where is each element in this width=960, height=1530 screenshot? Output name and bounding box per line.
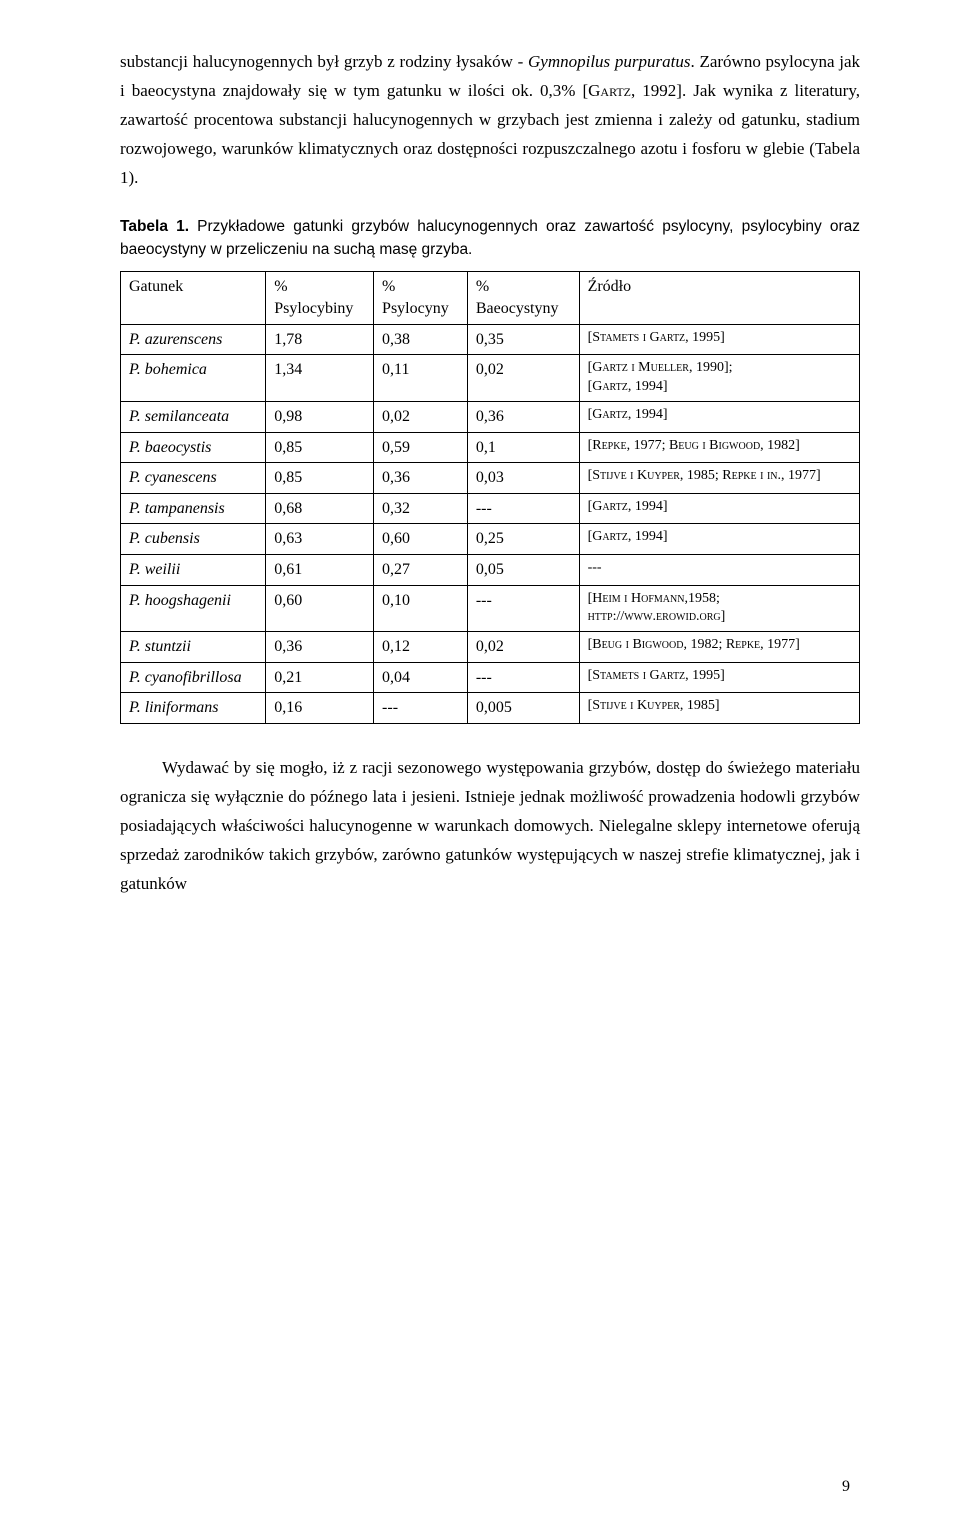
cell-source: --- bbox=[579, 554, 859, 585]
source-line1: [Gartz i Mueller, 1990]; bbox=[588, 360, 733, 375]
p1-species: Gymnopilus purpuratus bbox=[528, 52, 690, 71]
col-gatunek: Gatunek bbox=[121, 272, 266, 324]
cell-value: 0,60 bbox=[374, 524, 468, 555]
table-row: P. tampanensis 0,68 0,32 --- [Gartz, 199… bbox=[121, 493, 860, 524]
percent-label: % bbox=[274, 278, 287, 295]
psylocyny-label: Psylocyny bbox=[382, 300, 449, 317]
percent-label: % bbox=[382, 278, 395, 295]
cell-value: 0,02 bbox=[467, 632, 579, 663]
cell-source: [Gartz, 1994] bbox=[579, 401, 859, 432]
cell-value: 0,05 bbox=[467, 554, 579, 585]
cell-value: 0,85 bbox=[266, 463, 374, 494]
cell-species: P. liniformans bbox=[121, 693, 266, 724]
cell-value: 0,35 bbox=[467, 324, 579, 355]
cell-source: [Gartz, 1994] bbox=[579, 524, 859, 555]
cell-source: [Stijve i Kuyper, 1985; Repke i in., 197… bbox=[579, 463, 859, 494]
cell-species: P. weilii bbox=[121, 554, 266, 585]
psylocybiny-label: Psylocybiny bbox=[274, 300, 353, 317]
cell-value: 0,36 bbox=[467, 401, 579, 432]
cell-value: 0,68 bbox=[266, 493, 374, 524]
cell-source: [Stamets i Gartz, 1995] bbox=[579, 324, 859, 355]
table-header-row: Gatunek % Psylocybiny % Psylocyny % Baeo… bbox=[121, 272, 860, 324]
paragraph-1: substancji halucynogennych był grzyb z r… bbox=[120, 48, 860, 192]
cell-value: 0,59 bbox=[374, 432, 468, 463]
page: substancji halucynogennych był grzyb z r… bbox=[0, 0, 960, 1530]
cell-value: 0,85 bbox=[266, 432, 374, 463]
cell-source: [Stijve i Kuyper, 1985] bbox=[579, 693, 859, 724]
table-row: P. cyanescens 0,85 0,36 0,03 [Stijve i K… bbox=[121, 463, 860, 494]
baeocystyny-label: Baeocystyny bbox=[476, 300, 559, 317]
cell-value: 0,21 bbox=[266, 662, 374, 693]
cell-source: [Beug i Bigwood, 1982; Repke, 1977] bbox=[579, 632, 859, 663]
table-row: P. stuntzii 0,36 0,12 0,02 [Beug i Bigwo… bbox=[121, 632, 860, 663]
cell-species: P. baeocystis bbox=[121, 432, 266, 463]
table-row: P. weilii 0,61 0,27 0,05 --- bbox=[121, 554, 860, 585]
cell-source: [Gartz i Mueller, 1990]; [Gartz, 1994] bbox=[579, 355, 859, 402]
table-row: P. bohemica 1,34 0,11 0,02 [Gartz i Muel… bbox=[121, 355, 860, 402]
caption-label: Tabela 1. bbox=[120, 218, 189, 235]
table-row: P. cyanofibrillosa 0,21 0,04 --- [Stamet… bbox=[121, 662, 860, 693]
cell-value: 0,36 bbox=[374, 463, 468, 494]
cell-value: 0,10 bbox=[374, 585, 468, 632]
cell-value: 0,61 bbox=[266, 554, 374, 585]
cell-value: 0,25 bbox=[467, 524, 579, 555]
paragraph-2: Wydawać by się mogło, iż z racji sezonow… bbox=[120, 754, 860, 898]
cell-species: P. cyanescens bbox=[121, 463, 266, 494]
cell-value: 0,02 bbox=[467, 355, 579, 402]
table-row: P. hoogshagenii 0,60 0,10 --- [Heim i Ho… bbox=[121, 585, 860, 632]
cell-value: 0,27 bbox=[374, 554, 468, 585]
table-row: P. baeocystis 0,85 0,59 0,1 [Repke, 1977… bbox=[121, 432, 860, 463]
table-row: P. semilanceata 0,98 0,02 0,36 [Gartz, 1… bbox=[121, 401, 860, 432]
cell-value: 0,02 bbox=[374, 401, 468, 432]
cell-value: --- bbox=[374, 693, 468, 724]
source-line2: http://www.erowid.org] bbox=[588, 609, 726, 624]
cell-value: 1,78 bbox=[266, 324, 374, 355]
col-psylocybiny: % Psylocybiny bbox=[266, 272, 374, 324]
data-table: Gatunek % Psylocybiny % Psylocyny % Baeo… bbox=[120, 271, 860, 724]
cell-value: 0,005 bbox=[467, 693, 579, 724]
cell-value: --- bbox=[467, 585, 579, 632]
cell-species: P. semilanceata bbox=[121, 401, 266, 432]
cell-value: 1,34 bbox=[266, 355, 374, 402]
source-line1: [Heim i Hofmann,1958; bbox=[588, 591, 720, 606]
cell-value: --- bbox=[467, 493, 579, 524]
cell-value: 0,32 bbox=[374, 493, 468, 524]
cell-value: 0,38 bbox=[374, 324, 468, 355]
cell-species: P. stuntzii bbox=[121, 632, 266, 663]
cell-source: [Gartz, 1994] bbox=[579, 493, 859, 524]
cell-value: 0,12 bbox=[374, 632, 468, 663]
cell-value: 0,63 bbox=[266, 524, 374, 555]
cell-value: 0,04 bbox=[374, 662, 468, 693]
cell-source: [Stamets i Gartz, 1995] bbox=[579, 662, 859, 693]
cell-source: [Heim i Hofmann,1958; http://www.erowid.… bbox=[579, 585, 859, 632]
percent-label: % bbox=[476, 278, 489, 295]
cell-species: P. tampanensis bbox=[121, 493, 266, 524]
source-line2: [Gartz, 1994] bbox=[588, 379, 668, 394]
table-row: P. liniformans 0,16 --- 0,005 [Stijve i … bbox=[121, 693, 860, 724]
cell-value: 0,11 bbox=[374, 355, 468, 402]
cell-value: 0,03 bbox=[467, 463, 579, 494]
table-row: P. azurenscens 1,78 0,38 0,35 [Stamets i… bbox=[121, 324, 860, 355]
cell-value: 0,36 bbox=[266, 632, 374, 663]
col-psylocyny: % Psylocyny bbox=[374, 272, 468, 324]
col-baeocystyny: % Baeocystyny bbox=[467, 272, 579, 324]
cell-species: P. hoogshagenii bbox=[121, 585, 266, 632]
caption-text: Przykładowe gatunki grzybów halucynogenn… bbox=[120, 218, 860, 257]
cell-value: 0,1 bbox=[467, 432, 579, 463]
p1-text-a: substancji halucynogennych był grzyb z r… bbox=[120, 52, 528, 71]
cell-value: --- bbox=[467, 662, 579, 693]
cell-species: P. azurenscens bbox=[121, 324, 266, 355]
p1-smallcaps: Gartz bbox=[588, 81, 631, 100]
table-row: P. cubensis 0,63 0,60 0,25 [Gartz, 1994] bbox=[121, 524, 860, 555]
cell-value: 0,98 bbox=[266, 401, 374, 432]
col-zrodlo: Źródło bbox=[579, 272, 859, 324]
cell-species: P. cubensis bbox=[121, 524, 266, 555]
cell-species: P. bohemica bbox=[121, 355, 266, 402]
table-caption: Tabela 1. Przykładowe gatunki grzybów ha… bbox=[120, 216, 860, 261]
cell-source: [Repke, 1977; Beug i Bigwood, 1982] bbox=[579, 432, 859, 463]
page-number: 9 bbox=[842, 1473, 850, 1500]
cell-species: P. cyanofibrillosa bbox=[121, 662, 266, 693]
cell-value: 0,16 bbox=[266, 693, 374, 724]
cell-value: 0,60 bbox=[266, 585, 374, 632]
